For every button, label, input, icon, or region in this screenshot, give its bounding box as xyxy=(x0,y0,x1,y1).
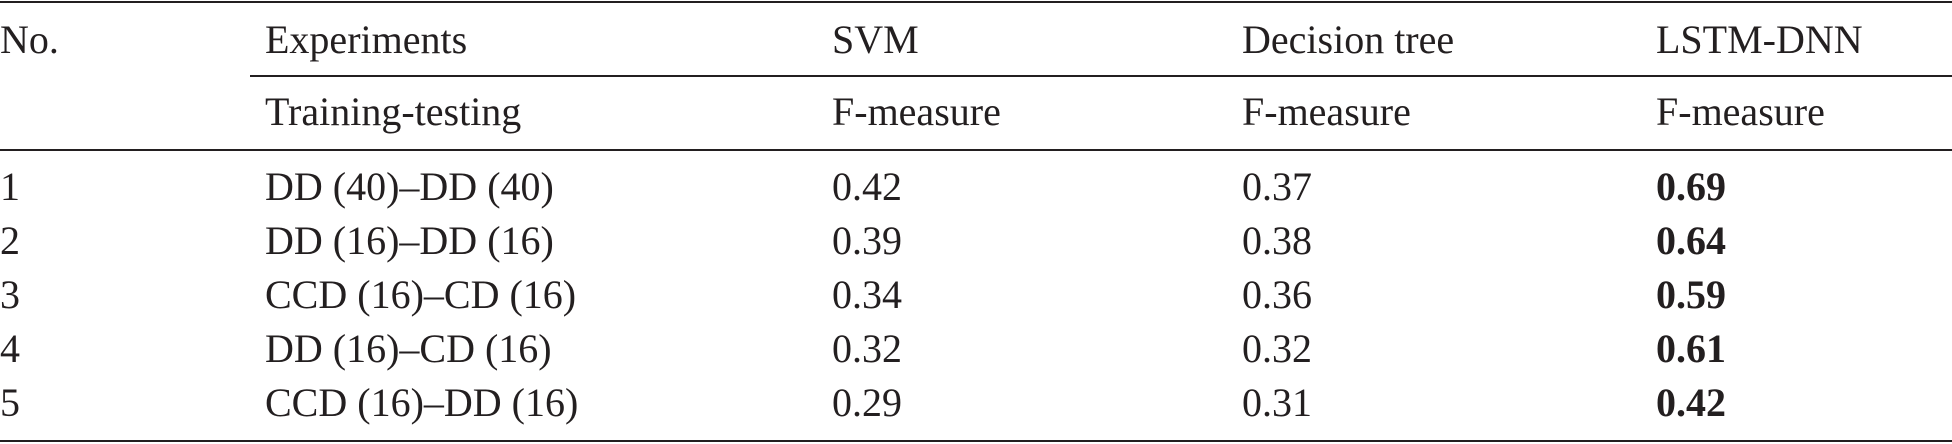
header-cell: LSTM-DNN xyxy=(1656,17,1863,62)
table-cell: 0.34 xyxy=(832,272,902,317)
table-cell: 0.42 xyxy=(832,164,902,209)
table-cell: 0.61 xyxy=(1656,326,1726,371)
table-cell: DD (16)–CD (16) xyxy=(265,326,552,371)
table-cell: 3 xyxy=(0,272,20,317)
subheader-cell: Training-testing xyxy=(265,89,522,134)
top-rule xyxy=(0,1,1952,3)
header-rule xyxy=(250,75,1952,77)
bottom-rule xyxy=(0,440,1952,442)
subheader-cell: F-measure xyxy=(1242,89,1411,134)
table-cell: 1 xyxy=(0,164,20,209)
table-cell: 0.32 xyxy=(832,326,902,371)
table-cell: CCD (16)–DD (16) xyxy=(265,380,579,425)
header-bottom-rule xyxy=(0,149,1952,151)
header-cell: Experiments xyxy=(265,17,468,62)
header-cell: SVM xyxy=(832,17,919,62)
subheader-cell: F-measure xyxy=(832,89,1001,134)
table-cell: 5 xyxy=(0,380,20,425)
table-cell: 0.37 xyxy=(1242,164,1312,209)
table-cell: CCD (16)–CD (16) xyxy=(265,272,577,317)
header-cell: Decision tree xyxy=(1242,17,1455,62)
table-cell: 4 xyxy=(0,326,20,371)
header-cell: No. xyxy=(0,17,59,62)
table-cell: 0.42 xyxy=(1656,380,1726,425)
table-cell: 0.29 xyxy=(832,380,902,425)
subheader-cell: F-measure xyxy=(1656,89,1825,134)
table-cell: 0.36 xyxy=(1242,272,1312,317)
table-cell: 0.69 xyxy=(1656,164,1726,209)
table-cell: 0.32 xyxy=(1242,326,1312,371)
table-cell: DD (16)–DD (16) xyxy=(265,218,554,263)
table-cell: 0.39 xyxy=(832,218,902,263)
table-cell: 0.64 xyxy=(1656,218,1726,263)
table-cell: DD (40)–DD (40) xyxy=(265,164,554,209)
table-cell: 0.59 xyxy=(1656,272,1726,317)
table-cell: 0.31 xyxy=(1242,380,1312,425)
table-cell: 0.38 xyxy=(1242,218,1312,263)
table-cell: 2 xyxy=(0,218,20,263)
